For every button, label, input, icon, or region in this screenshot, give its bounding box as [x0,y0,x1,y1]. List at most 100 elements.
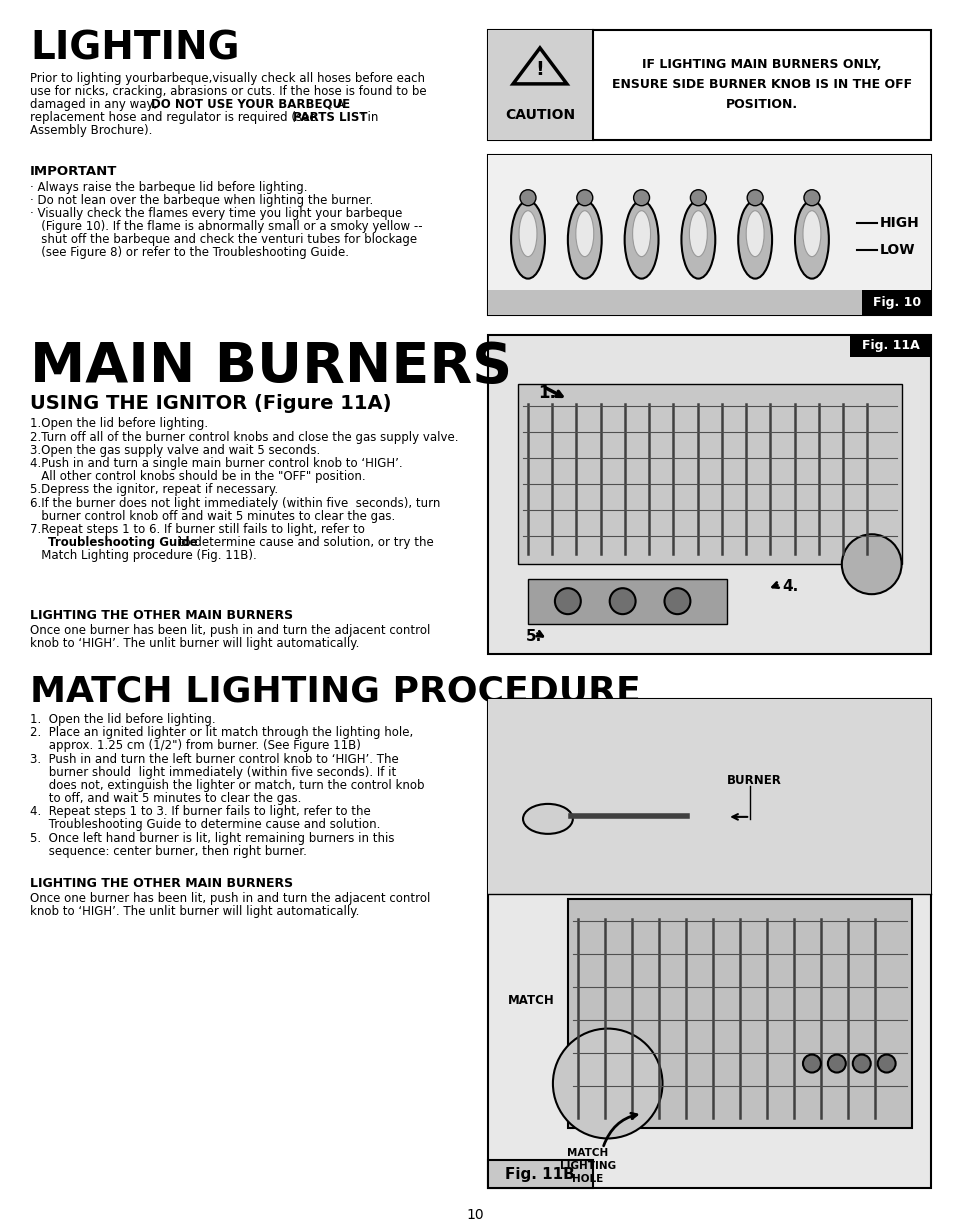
Text: DO NOT USE YOUR BARBEQUE: DO NOT USE YOUR BARBEQUE [152,98,350,110]
Text: HOLE: HOLE [572,1175,603,1184]
Text: · Do not lean over the barbeque when lighting the burner.: · Do not lean over the barbeque when lig… [30,194,373,207]
Text: 6.If the burner does not light immediately (within five  seconds), turn: 6.If the burner does not light immediate… [30,497,439,510]
Circle shape [609,588,635,614]
Circle shape [877,1054,895,1073]
Ellipse shape [738,201,771,278]
Text: IMPORTANT: IMPORTANT [30,164,117,178]
Text: · Always raise the barbeque lid before lighting.: · Always raise the barbeque lid before l… [30,180,307,194]
Circle shape [690,190,705,206]
Text: POSITION.: POSITION. [725,98,798,110]
Text: Assembly Brochure).: Assembly Brochure). [30,124,152,137]
Circle shape [633,190,649,206]
Text: use for nicks, cracking, abrasions or cuts. If the hose is found to be: use for nicks, cracking, abrasions or cu… [30,85,426,98]
Text: Once one burner has been lit, push in and turn the adjacent control: Once one burner has been lit, push in an… [30,891,430,905]
Circle shape [519,190,536,206]
Bar [488,154,930,289]
Text: LOW: LOW [879,243,914,256]
Text: ’ in: ’ in [359,110,377,124]
Text: Fig. 11A: Fig. 11A [861,340,919,352]
Text: 5.Depress the ignitor, repeat if necessary.: 5.Depress the ignitor, repeat if necessa… [30,483,277,497]
Text: MAIN BURNERS: MAIN BURNERS [30,340,512,394]
Text: Fig. 10: Fig. 10 [872,297,920,309]
Bar [488,1160,592,1188]
Text: shut off the barbeque and check the venturi tubes for blockage: shut off the barbeque and check the vent… [30,233,416,245]
Ellipse shape [745,211,763,256]
Text: Troubleshooting Guide: Troubleshooting Guide [48,536,197,549]
Text: knob to ‘HIGH’. The unlit burner will light automatically.: knob to ‘HIGH’. The unlit burner will li… [30,905,359,918]
Text: MATCH: MATCH [567,1149,608,1159]
Ellipse shape [576,211,593,256]
Text: PARTS LIST: PARTS LIST [293,110,367,124]
Text: HIGH: HIGH [879,216,919,229]
Text: MATCH LIGHTING PROCEDURE: MATCH LIGHTING PROCEDURE [30,674,640,709]
Text: burner should  light immediately (within five seconds). If it: burner should light immediately (within … [30,766,395,779]
Circle shape [553,1029,661,1139]
Circle shape [841,535,901,595]
Text: burner control knob off and wait 5 minutes to clear the gas.: burner control knob off and wait 5 minut… [30,510,395,522]
Text: 10: 10 [466,1209,483,1222]
Bar [527,579,726,624]
Bar [861,289,930,315]
Text: Troubleshooting Guide to determine cause and solution.: Troubleshooting Guide to determine cause… [30,819,380,831]
Text: damaged in any way,: damaged in any way, [30,98,161,110]
Bar [517,385,901,564]
Text: sequence: center burner, then right burner.: sequence: center burner, then right burn… [30,845,307,858]
Ellipse shape [680,201,715,278]
Text: knob to ‘HIGH’. The unlit burner will light automatically.: knob to ‘HIGH’. The unlit burner will li… [30,638,359,650]
Circle shape [664,588,690,614]
Text: to off, and wait 5 minutes to clear the gas.: to off, and wait 5 minutes to clear the … [30,792,301,805]
Circle shape [827,1054,845,1073]
Bar [488,699,930,894]
Text: LIGHTING: LIGHTING [30,29,239,67]
Text: LIGHTING: LIGHTING [559,1161,616,1171]
Text: Match Lighting procedure (Fig. 11B).: Match Lighting procedure (Fig. 11B). [30,549,256,563]
Text: to determine cause and solution, or try the: to determine cause and solution, or try … [175,536,434,549]
Text: approx. 1.25 cm (1/2") from burner. (See Figure 11B): approx. 1.25 cm (1/2") from burner. (See… [30,739,360,753]
Ellipse shape [624,201,658,278]
Circle shape [746,190,762,206]
Text: 1.  Open the lid before lighting.: 1. Open the lid before lighting. [30,714,215,726]
Text: 5.: 5. [525,629,541,644]
Text: 1.Open the lid before lighting.: 1.Open the lid before lighting. [30,417,208,430]
Bar [488,699,930,1188]
Text: USING THE IGNITOR (Figure 11A): USING THE IGNITOR (Figure 11A) [30,395,391,413]
Circle shape [803,190,819,206]
Bar [488,289,861,315]
Text: ENSURE SIDE BURNER KNOB IS IN THE OFF: ENSURE SIDE BURNER KNOB IS IN THE OFF [612,78,911,91]
Circle shape [802,1054,820,1073]
Text: 3.Open the gas supply valve and wait 5 seconds.: 3.Open the gas supply valve and wait 5 s… [30,444,320,457]
Text: 4.  Repeat steps 1 to 3. If burner fails to light, refer to the: 4. Repeat steps 1 to 3. If burner fails … [30,805,371,818]
Text: 2.Turn off all of the burner control knobs and close the gas supply valve.: 2.Turn off all of the burner control kno… [30,430,457,444]
Text: . A: . A [329,98,344,110]
Text: All other control knobs should be in the "OFF" position.: All other control knobs should be in the… [30,470,365,483]
Ellipse shape [632,211,650,256]
Bar [488,335,930,655]
Bar [567,899,911,1128]
Circle shape [852,1054,870,1073]
Text: 7.Repeat steps 1 to 6. If burner still fails to light, refer to: 7.Repeat steps 1 to 6. If burner still f… [30,522,364,536]
Text: !: ! [535,60,544,78]
Ellipse shape [802,211,820,256]
Text: CAUTION: CAUTION [504,108,575,121]
Text: 3.  Push in and turn the left burner control knob to ‘HIGH’. The: 3. Push in and turn the left burner cont… [30,753,398,765]
Circle shape [555,588,580,614]
Text: Once one burner has been lit, push in and turn the adjacent control: Once one burner has been lit, push in an… [30,624,430,638]
Text: LIGHTING THE OTHER MAIN BURNERS: LIGHTING THE OTHER MAIN BURNERS [30,609,293,622]
Circle shape [577,190,592,206]
Text: (Figure 10). If the flame is abnormally small or a smoky yellow --: (Figure 10). If the flame is abnormally … [30,219,422,233]
Text: Prior to lighting yourbarbeque,visually check all hoses before each: Prior to lighting yourbarbeque,visually … [30,72,424,85]
Text: 5.  Once left hand burner is lit, light remaining burners in this: 5. Once left hand burner is lit, light r… [30,831,394,845]
Text: LIGHTING THE OTHER MAIN BURNERS: LIGHTING THE OTHER MAIN BURNERS [30,877,293,890]
Text: does not, extinguish the lighter or match, turn the control knob: does not, extinguish the lighter or matc… [30,779,424,792]
Ellipse shape [511,201,544,278]
Text: BURNER: BURNER [726,774,781,787]
Ellipse shape [689,211,706,256]
Bar [488,29,592,140]
Text: 1.: 1. [537,385,556,402]
Text: 4.: 4. [781,579,798,595]
Text: replacement hose and regulator is required (see ‘: replacement hose and regulator is requir… [30,110,324,124]
Text: Fig. 11B: Fig. 11B [504,1167,575,1182]
Ellipse shape [518,211,537,256]
Bar [488,154,930,315]
Bar [849,335,930,357]
